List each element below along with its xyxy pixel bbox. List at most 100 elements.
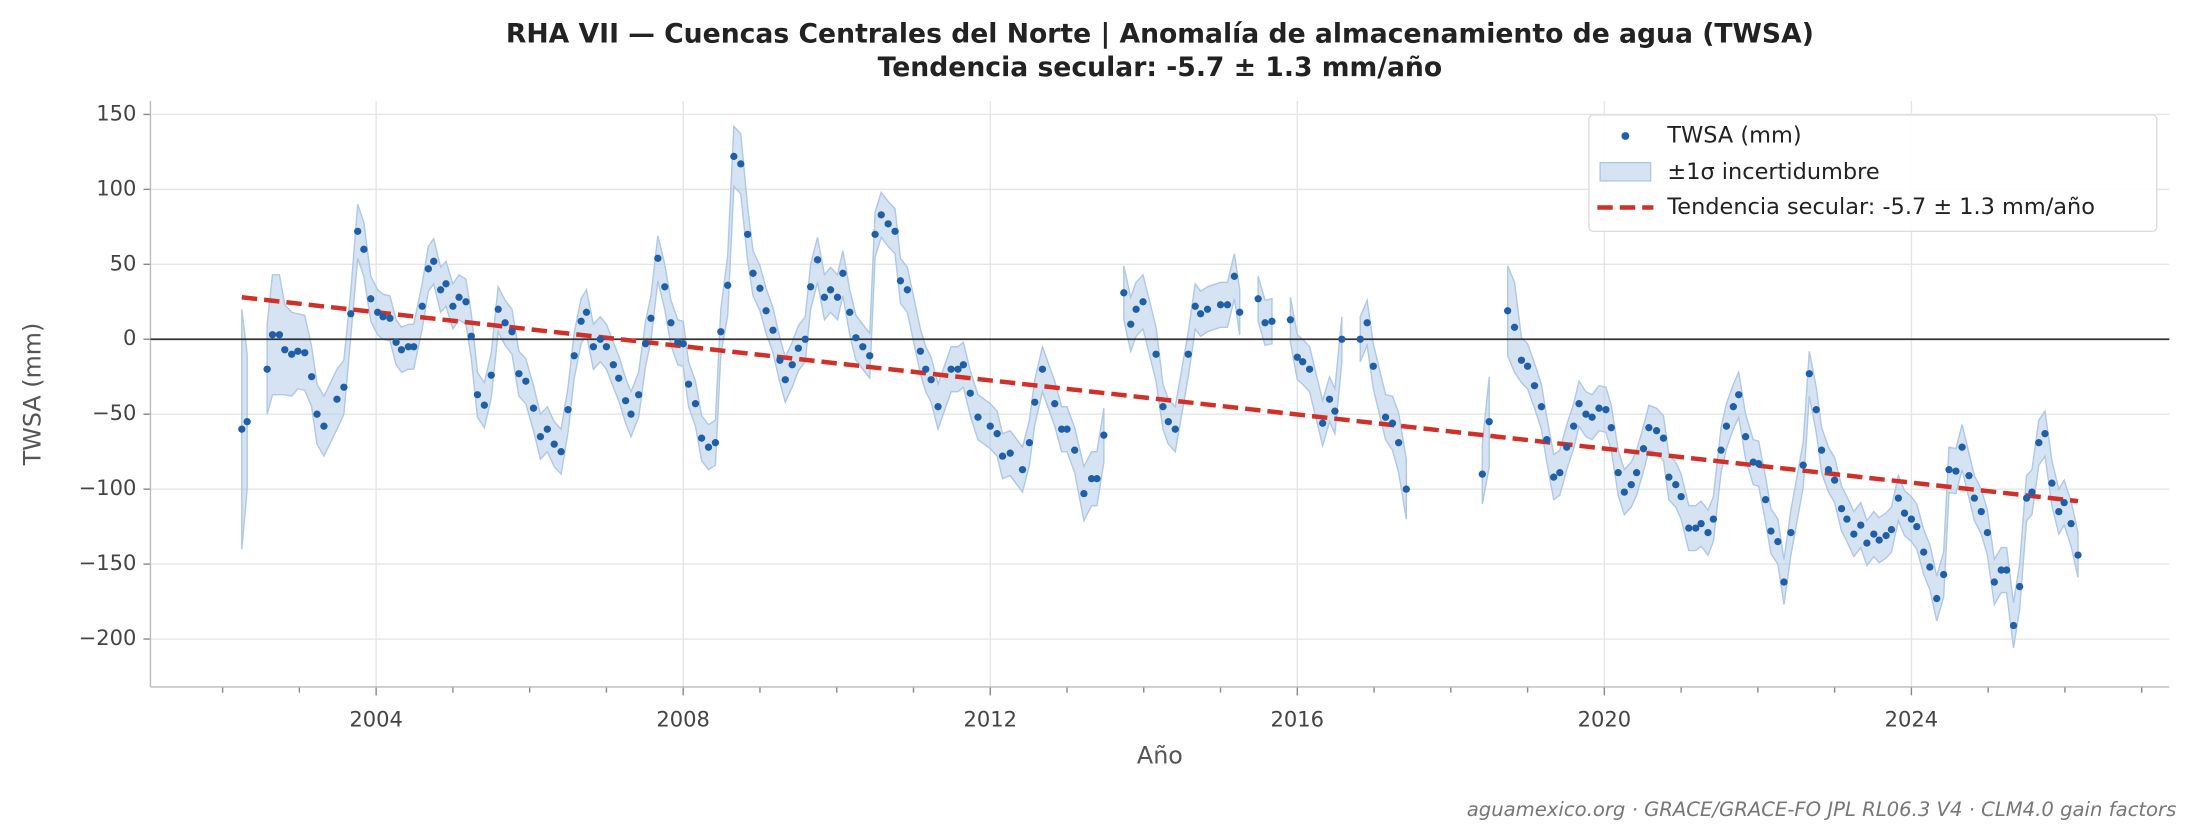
data-point (1665, 473, 1673, 481)
y-axis-label: TWSA (mm) (19, 323, 47, 467)
data-point (1575, 400, 1583, 408)
chart-title: RHA VII — Cuencas Centrales del Norte | … (506, 19, 1814, 50)
data-point (281, 346, 289, 354)
uncertainty-band (1257, 276, 1273, 347)
data-point (794, 344, 802, 352)
data-point (1607, 424, 1615, 432)
data-point (1164, 418, 1172, 426)
data-point (1550, 473, 1558, 481)
data-point (801, 335, 809, 343)
data-point (711, 439, 720, 447)
data-point (916, 347, 925, 355)
x-tick-label: 2020 (1578, 707, 1631, 732)
x-tick-label: 2008 (656, 707, 709, 732)
data-point (2055, 507, 2063, 516)
legend-label: TWSA (mm) (1666, 122, 1801, 148)
data-point (609, 361, 617, 369)
data-point (515, 370, 523, 378)
y-tick-label: 0 (123, 325, 136, 350)
data-point (1523, 362, 1532, 370)
data-point (424, 265, 432, 273)
data-point (635, 391, 643, 399)
data-point (487, 371, 495, 379)
data-point (449, 302, 457, 310)
data-point (1920, 548, 1928, 556)
uncertainty-band (1481, 376, 1490, 505)
data-point (386, 314, 394, 322)
data-point (596, 335, 604, 343)
data-point (1191, 302, 1199, 310)
data-point (1812, 406, 1820, 414)
data-point (582, 308, 591, 316)
data-point (1940, 570, 1948, 579)
data-point (301, 349, 309, 357)
data-point (1318, 419, 1327, 427)
y-tick-label: −50 (92, 400, 136, 425)
data-point (2016, 582, 2024, 591)
uncertainty-band (1359, 297, 1408, 520)
data-point (536, 433, 545, 441)
data-point (2048, 479, 2056, 487)
data-point (501, 319, 509, 327)
data-point (1132, 305, 1140, 313)
x-tick-label: 2012 (964, 707, 1017, 732)
data-point (1402, 485, 1410, 493)
data-point (724, 281, 732, 289)
data-point (1127, 320, 1135, 328)
legend-label: ±1σ incertidumbre (1667, 159, 1879, 185)
data-point (1677, 492, 1685, 501)
data-point (1254, 295, 1262, 303)
data-point (522, 377, 530, 385)
data-point (1755, 460, 1763, 468)
data-point (859, 343, 867, 351)
data-point (275, 331, 284, 339)
data-point (974, 413, 982, 421)
data-point (1057, 425, 1066, 433)
data-point (397, 346, 406, 354)
data-point (1230, 272, 1239, 280)
data-point (1697, 519, 1705, 528)
data-point (1171, 425, 1179, 433)
data-point (1907, 515, 1916, 523)
data-point (1958, 443, 1966, 451)
data-point (462, 298, 470, 306)
data-point (1926, 563, 1934, 571)
data-point (577, 317, 585, 325)
data-point (1722, 422, 1731, 430)
data-point (621, 397, 630, 405)
data-point (654, 254, 662, 262)
data-point (1152, 350, 1160, 358)
data-point (1080, 489, 1088, 498)
data-point (1139, 298, 1147, 306)
data-point (1870, 530, 1878, 538)
data-point (1369, 362, 1377, 370)
data-point (1268, 317, 1276, 325)
y-tick-label: −200 (79, 625, 137, 650)
uncertainty-band (1123, 253, 1241, 454)
data-point (1799, 461, 1807, 469)
data-point (1261, 319, 1269, 327)
data-point (852, 334, 860, 342)
data-point (813, 256, 822, 264)
data-point (1223, 301, 1232, 309)
data-point (543, 425, 551, 433)
data-point (1510, 323, 1519, 331)
data-point (2028, 488, 2036, 496)
data-point (436, 286, 445, 294)
data-point (1875, 536, 1883, 544)
data-point (602, 343, 611, 351)
data-point (1100, 431, 1108, 439)
data-point (922, 365, 930, 373)
data-point (1325, 395, 1334, 403)
data-point (839, 269, 847, 277)
data-point (1286, 316, 1295, 324)
data-point (647, 314, 655, 322)
data-point (1530, 382, 1539, 390)
trend-line (241, 295, 2079, 504)
data-point (1990, 578, 1998, 586)
data-point (1388, 419, 1397, 427)
data-point (1588, 413, 1596, 421)
data-point (1652, 427, 1661, 435)
data-point (1018, 466, 1027, 474)
